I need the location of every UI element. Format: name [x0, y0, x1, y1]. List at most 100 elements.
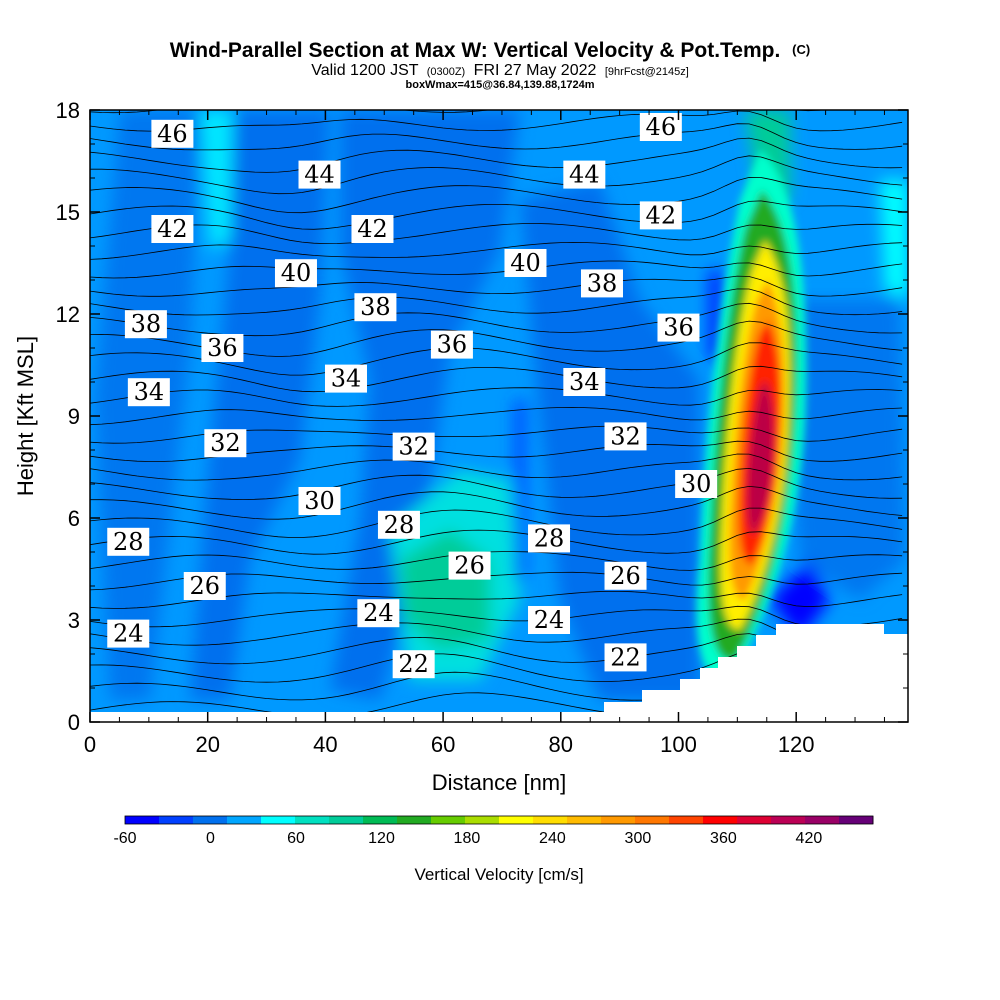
chart-subtitle: Valid 1200 JST (0300Z) FRI 27 May 2022 […: [311, 62, 689, 79]
theta-contour-line: [90, 123, 903, 151]
colorbar-swatch: [703, 816, 738, 824]
contour-label-bg: [657, 313, 700, 342]
field-down-blue-3: [515, 400, 525, 580]
chart-subtitle-2: boxWmax=415@36.84,139.88,1724m: [406, 79, 595, 91]
contour-label-text: 38: [587, 269, 618, 297]
y-tick-label: 18: [56, 98, 80, 123]
contour-label-bg: [351, 215, 394, 243]
y-tick-label: 15: [56, 200, 80, 225]
contour-label-text: 32: [210, 429, 241, 457]
contour-label-bg: [528, 606, 571, 634]
theta-contour-line: [90, 529, 903, 555]
contour-label-text: 24: [363, 599, 394, 627]
theta-contour-line: [90, 365, 903, 393]
colorbar-swatch: [295, 816, 330, 824]
contour-label: 46: [639, 113, 682, 141]
contour-label-text: 28: [534, 524, 565, 552]
colorbar-tick-label: 240: [539, 830, 566, 847]
contour-label-bg: [430, 330, 473, 359]
contour-label: 34: [324, 364, 367, 393]
contour-label: 44: [298, 160, 341, 189]
contour-label-bg: [563, 368, 606, 396]
contour-label: 28: [107, 527, 150, 556]
y-tick-label: 3: [68, 608, 80, 633]
contour-label-bg: [107, 619, 150, 648]
contour-label-bg: [580, 269, 623, 298]
colorbar-swatch: [397, 816, 432, 824]
theta-contour-line: [90, 137, 903, 173]
theta-contour-line: [90, 241, 903, 260]
contour-label: 44: [563, 160, 606, 189]
chart-title-units: (C): [792, 42, 810, 57]
contour-label: 22: [392, 650, 435, 679]
contour-label-bg: [183, 572, 226, 600]
contour-labels: 46 44 42 42 40 38 38 36 36 34 34 32 32 30 28 28 26 26 24 24…: [107, 113, 718, 679]
colorbar-tick-label: 0: [206, 830, 215, 847]
contour-label-text: 34: [569, 368, 600, 396]
theta-contour-line: [90, 223, 903, 245]
colorbar-tick-label: 120: [368, 830, 395, 847]
field-down-band-2: [190, 110, 330, 700]
contour-label-text: 44: [304, 161, 335, 189]
contour-label-text: 42: [646, 201, 677, 229]
contour-label: 38: [580, 269, 623, 298]
colorbar-tick-label: 360: [710, 830, 737, 847]
y-axis-label: Height [Kft MSL]: [13, 336, 38, 496]
contour-label-text: 32: [398, 433, 429, 461]
theta-contour-line: [90, 507, 903, 538]
colorbar-swatch: [159, 816, 194, 824]
contour-label-bg: [151, 215, 194, 243]
contour-label-text: 26: [610, 562, 641, 590]
contour-label: 32: [204, 429, 247, 458]
chart-title-main: Wind-Parallel Section at Max W: Vertical…: [170, 39, 781, 62]
contour-label-text: 30: [304, 487, 335, 515]
contour-label: 26: [448, 551, 491, 580]
contour-label-text: 22: [610, 643, 641, 671]
theta-contour-line: [90, 453, 903, 481]
contour-label-bg: [604, 561, 647, 590]
contour-label: 34: [127, 378, 170, 407]
contour-label-text: 34: [134, 378, 165, 406]
contour-label-bg: [127, 378, 170, 407]
contour-label-bg: [377, 510, 420, 539]
updraft-core: [696, 150, 807, 682]
subtitle-valid: Valid 1200 JST: [311, 62, 419, 79]
theta-contour-line: [90, 618, 903, 646]
theta-contour-line: [90, 176, 903, 214]
contour-label: 28: [528, 524, 571, 553]
colorbar-swatch: [261, 816, 296, 824]
x-tick-label: 20: [195, 732, 219, 757]
contour-label-bg: [563, 160, 606, 189]
contour-label-bg: [298, 160, 341, 189]
contour-label-bg: [639, 201, 682, 230]
contour-label: 36: [430, 330, 473, 359]
theta-contour-line: [90, 110, 903, 132]
contour-label: 40: [504, 249, 547, 277]
contour-label-text: 34: [331, 365, 362, 393]
theta-contour-line: [90, 387, 903, 407]
contour-label-text: 38: [131, 310, 162, 338]
contour-label-bg: [504, 249, 547, 277]
contour-label: 24: [107, 619, 150, 648]
colorbar-tick-label: 180: [454, 830, 481, 847]
subtitle-utc: (0300Z): [427, 66, 466, 78]
theta-contour-line: [90, 467, 903, 500]
colorbar-swatch: [227, 816, 262, 824]
contour-label-bg: [201, 334, 244, 362]
colorbar-swatch: [499, 816, 534, 824]
contour-label: 26: [604, 561, 647, 590]
chart-title: Wind-Parallel Section at Max W: Vertical…: [170, 39, 810, 62]
subtitle-date: FRI 27 May 2022: [474, 62, 597, 79]
contour-label-bg: [107, 527, 150, 556]
theta-contour-line: [90, 275, 903, 297]
contour-label-text: 32: [610, 422, 641, 450]
contour-label: 26: [183, 572, 226, 600]
colorbar-swatch: [771, 816, 806, 824]
contour-label-text: 28: [384, 511, 415, 539]
contour-label-bg: [124, 310, 167, 339]
contour-label-bg: [274, 259, 317, 288]
contour-label: 24: [528, 606, 571, 634]
field-up-cyan-2: [880, 180, 908, 300]
contour-label: 46: [151, 119, 194, 148]
contour-label-bg: [675, 470, 718, 498]
